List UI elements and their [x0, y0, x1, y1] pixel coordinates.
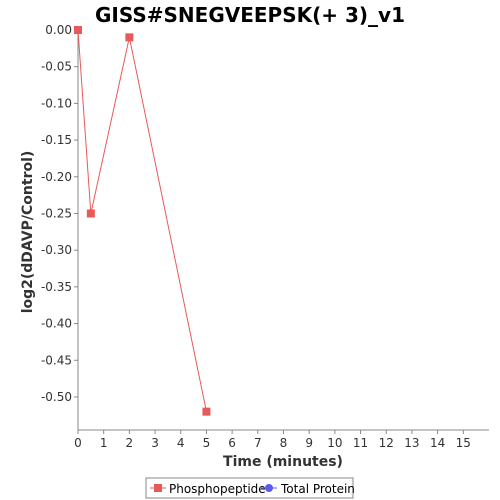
y-tick-label: -0.20	[41, 170, 72, 184]
legend-label-phosphopeptide: Phosphopeptide	[169, 482, 266, 496]
data-point	[86, 209, 95, 218]
plot-area	[78, 30, 489, 430]
x-tick-label: 14	[430, 436, 445, 450]
legend-box	[145, 477, 354, 499]
legend-marker-phosphopeptide	[154, 484, 162, 492]
y-tick-label: 0.00	[45, 23, 72, 37]
y-tick-label: -0.45	[41, 353, 72, 367]
data-point	[125, 33, 134, 42]
y-tick-label: -0.35	[41, 280, 72, 294]
x-tick-label: 12	[379, 436, 394, 450]
legend: Phosphopeptide Total Protein	[145, 477, 355, 499]
x-tick-label: 2	[126, 436, 134, 450]
y-tick-label: -0.40	[41, 317, 72, 331]
y-tick-label: -0.30	[41, 243, 72, 257]
x-tick-label: 9	[305, 436, 313, 450]
y-tick-label: -0.15	[41, 133, 72, 147]
chart-title: GISS#SNEGVEEPSK(+ 3)_v1	[95, 3, 405, 27]
x-tick-label: 13	[404, 436, 419, 450]
x-tick-label: 8	[280, 436, 288, 450]
x-tick-label: 1	[100, 436, 108, 450]
x-axis: 0 1 2 3 4 5 6 7 8 9 10 11 12 13 14 15	[74, 429, 489, 450]
series-layer	[74, 26, 211, 416]
x-axis-label: Time (minutes)	[223, 454, 343, 470]
x-tick-label: 5	[203, 436, 211, 450]
x-tick-label: 6	[228, 436, 236, 450]
data-point	[202, 407, 211, 416]
data-point	[74, 26, 82, 34]
y-axis: 0.00 -0.05 -0.10 -0.15 -0.20 -0.25 -0.30 -0.35 -…	[41, 23, 79, 430]
x-tick-label: 4	[177, 436, 185, 450]
y-tick-label: -0.10	[41, 96, 72, 110]
y-tick-label: -0.05	[41, 60, 72, 74]
x-tick-label: 0	[74, 436, 82, 450]
legend-label-total-protein: Total Protein	[280, 482, 355, 496]
x-tick-label: 15	[456, 436, 471, 450]
legend-marker-total-protein	[265, 484, 273, 492]
x-tick-label: 10	[327, 436, 342, 450]
y-tick-label: -0.25	[41, 206, 72, 220]
y-tick-label: -0.50	[41, 390, 72, 404]
x-tick-label: 11	[353, 436, 368, 450]
x-tick-label: 7	[254, 436, 262, 450]
y-axis-label: log2(dDAVP/Control)	[20, 151, 36, 314]
series-line-0	[77, 29, 207, 412]
x-tick-label: 3	[151, 436, 159, 450]
